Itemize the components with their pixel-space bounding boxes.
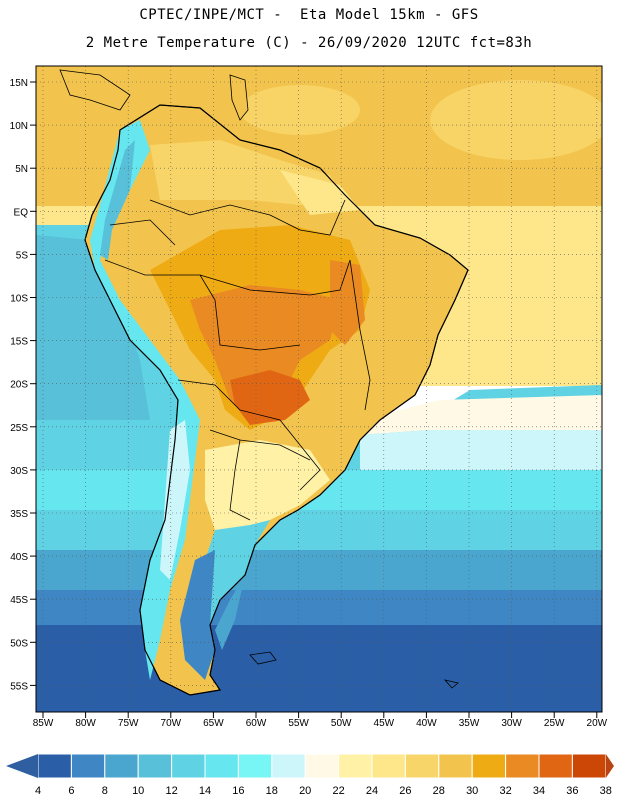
lat-tick-label: 55S	[10, 681, 28, 692]
colorbar-swatch	[505, 753, 540, 779]
lat-tick-label: 5N	[15, 164, 28, 175]
lon-tick-label: 80W	[75, 718, 96, 729]
south-america-land	[59, 69, 469, 696]
colorbar-swatch	[237, 753, 273, 779]
colorbar-tick-label: 22	[332, 785, 344, 797]
colorbar-tick-label: 14	[199, 785, 211, 797]
latitude-labels: 15N 10N 5N EQ 5S 10S 15S 20S 25S 30S 35S 40S 45S 50S 5…	[10, 78, 36, 692]
lat-tick-label: 10N	[10, 121, 28, 132]
colorbar-swatch	[137, 753, 173, 779]
colorbar-swatch	[371, 753, 406, 779]
lon-tick-label: 30W	[501, 718, 522, 729]
colorbar-swatch	[338, 753, 373, 779]
lat-tick-label: 35S	[10, 509, 28, 520]
colorbar-swatch	[571, 753, 607, 779]
colorbar-tick-label: 12	[165, 785, 177, 797]
lat-tick-label: 30S	[10, 466, 28, 477]
lon-tick-label: 50W	[331, 718, 352, 729]
lon-tick-label: 40W	[416, 718, 437, 729]
colorbar-swatch	[171, 753, 206, 779]
colorbar-swatch	[204, 753, 239, 779]
lat-tick-label: 25S	[10, 423, 28, 434]
colorbar-tick-label: 6	[68, 785, 74, 797]
colorbar-low-arrow	[6, 754, 38, 778]
colorbar-labels: 4 6 8 10 12 14 16 18 20 22 24 26 28 30 32 34 36 38	[35, 785, 612, 797]
colorbar-swatch	[538, 753, 573, 779]
colorbar-tick-label: 28	[433, 785, 445, 797]
lon-tick-label: 75W	[118, 718, 139, 729]
colorbar-tick-label: 26	[399, 785, 411, 797]
lat-tick-label: 10S	[10, 294, 28, 305]
colorbar-swatch	[438, 753, 473, 779]
colorbar-swatch	[404, 753, 440, 779]
colorbar-swatch	[304, 753, 340, 779]
colorbar-swatch	[37, 753, 72, 779]
colorbar-swatch	[70, 753, 106, 779]
longitude-labels: 85W 80W 75W 70W 65W 60W 55W 50W 45W 40W 35W 30W 25W 2…	[33, 712, 608, 729]
lon-tick-label: 45W	[374, 718, 395, 729]
colorbar-swatch	[104, 753, 139, 779]
colorbar-swatch	[271, 753, 306, 779]
map-frame	[35, 65, 603, 713]
lon-tick-label: 60W	[246, 718, 267, 729]
colorbar: 4 6 8 10 12 14 16 18 20 22 24 26 28 30 32 34 36 38	[6, 753, 614, 797]
country-borders	[104, 199, 371, 521]
colorbar-tick-label: 20	[299, 785, 311, 797]
colorbar-tick-label: 4	[35, 785, 41, 797]
lat-tick-label: EQ	[14, 207, 29, 218]
lat-tick-label: 45S	[10, 595, 28, 606]
colorbar-tick-label: 8	[102, 785, 108, 797]
colorbar-tick-label: 24	[366, 785, 378, 797]
lat-tick-label: 5S	[16, 250, 29, 261]
lon-tick-label: 20W	[587, 718, 608, 729]
colorbar-tick-label: 34	[533, 785, 545, 797]
lat-tick-label: 50S	[10, 638, 28, 649]
colorbar-tick-label: 16	[232, 785, 244, 797]
lat-tick-label: 15N	[10, 78, 28, 89]
islands	[59, 69, 459, 689]
colorbar-high-arrow	[605, 754, 614, 778]
lon-tick-label: 35W	[459, 718, 480, 729]
colorbar-tick-label: 10	[132, 785, 144, 797]
map-area	[36, 66, 602, 712]
colorbar-tick-label: 30	[466, 785, 478, 797]
lon-tick-label: 70W	[161, 718, 182, 729]
map-title-line-1: CPTEC/INPE/MCT - Eta Model 15km - GFS	[139, 7, 479, 23]
lat-tick-label: 20S	[10, 380, 28, 391]
colorbar-swatch	[471, 753, 507, 779]
colorbar-tick-label: 36	[566, 785, 578, 797]
lon-tick-label: 25W	[544, 718, 565, 729]
colorbar-tick-label: 38	[600, 785, 612, 797]
lon-tick-label: 85W	[33, 718, 54, 729]
map-title-line-2: 2 Metre Temperature (C) - 26/09/2020 12U…	[85, 35, 533, 51]
colorbar-tick-label: 18	[266, 785, 278, 797]
lat-tick-label: 15S	[10, 337, 28, 348]
temperature-map: 15N 10N 5N EQ 5S 10S 15S 20S 25S 30S 35S 40S 45S 50S 5…	[10, 65, 608, 729]
lon-tick-label: 65W	[203, 718, 224, 729]
lon-tick-label: 55W	[288, 718, 309, 729]
lat-tick-label: 40S	[10, 552, 28, 563]
colorbar-tick-label: 32	[499, 785, 511, 797]
